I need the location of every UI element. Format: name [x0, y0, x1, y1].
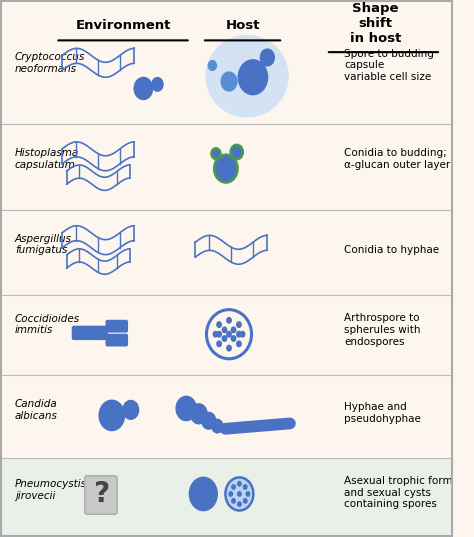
Text: Coccidioides
immitis: Coccidioides immitis — [15, 314, 80, 336]
Ellipse shape — [236, 321, 242, 328]
Text: Pneumocystis
jirovecii: Pneumocystis jirovecii — [15, 480, 87, 501]
Ellipse shape — [208, 60, 217, 71]
Ellipse shape — [226, 317, 232, 324]
Text: Hyphae and
pseudohyphae: Hyphae and pseudohyphae — [344, 402, 421, 424]
Ellipse shape — [228, 491, 233, 497]
Ellipse shape — [189, 476, 218, 511]
Ellipse shape — [190, 403, 208, 424]
Text: Host: Host — [225, 19, 260, 32]
FancyBboxPatch shape — [106, 320, 118, 332]
Text: Environment: Environment — [75, 19, 171, 32]
Ellipse shape — [237, 501, 242, 507]
Ellipse shape — [230, 145, 243, 159]
Ellipse shape — [216, 331, 222, 338]
Ellipse shape — [151, 77, 164, 92]
Ellipse shape — [201, 412, 217, 430]
FancyBboxPatch shape — [85, 476, 117, 514]
FancyBboxPatch shape — [94, 325, 108, 340]
Bar — [1, 2, 452, 458]
Ellipse shape — [216, 321, 222, 328]
Ellipse shape — [216, 340, 222, 347]
Text: Aspergillus
fumigatus: Aspergillus fumigatus — [15, 234, 72, 255]
Text: Spore to budding
capsule
variable cell size: Spore to budding capsule variable cell s… — [344, 49, 434, 82]
Text: Shape
shift
in host: Shape shift in host — [350, 3, 401, 46]
Ellipse shape — [226, 477, 254, 511]
Ellipse shape — [212, 331, 219, 338]
Text: ?: ? — [93, 481, 109, 509]
Ellipse shape — [237, 491, 242, 497]
Ellipse shape — [226, 345, 232, 352]
Text: Asexual trophic form
and sexual cysts
containing spores: Asexual trophic form and sexual cysts co… — [344, 476, 453, 510]
Ellipse shape — [205, 35, 289, 118]
Text: Cryptococcus
neoformans: Cryptococcus neoformans — [15, 52, 85, 74]
Ellipse shape — [221, 335, 228, 342]
Ellipse shape — [236, 340, 242, 347]
FancyBboxPatch shape — [116, 320, 128, 332]
Ellipse shape — [226, 331, 232, 338]
Ellipse shape — [214, 155, 237, 183]
Ellipse shape — [99, 400, 125, 431]
Ellipse shape — [246, 491, 250, 497]
Text: Conidia to hyphae: Conidia to hyphae — [344, 245, 439, 255]
Text: Arthrospore to
spherules with
endospores: Arthrospore to spherules with endospores — [344, 313, 420, 346]
Ellipse shape — [237, 481, 242, 487]
FancyBboxPatch shape — [72, 325, 85, 340]
Ellipse shape — [230, 335, 237, 342]
Ellipse shape — [231, 484, 236, 490]
Ellipse shape — [236, 331, 242, 338]
Ellipse shape — [122, 400, 139, 420]
FancyBboxPatch shape — [106, 333, 118, 346]
Ellipse shape — [231, 498, 236, 504]
Ellipse shape — [211, 148, 220, 159]
Ellipse shape — [260, 48, 275, 67]
Ellipse shape — [243, 498, 248, 504]
Ellipse shape — [211, 419, 224, 433]
Ellipse shape — [220, 71, 237, 92]
Ellipse shape — [175, 396, 197, 422]
Ellipse shape — [221, 326, 228, 333]
Text: Histoplasma
capsulatum: Histoplasma capsulatum — [15, 148, 79, 170]
Text: Conidia to budding;
α-glucan outer layer: Conidia to budding; α-glucan outer layer — [344, 148, 450, 170]
Text: Candida
albicans: Candida albicans — [15, 400, 58, 421]
Bar — [1, 458, 452, 535]
FancyBboxPatch shape — [116, 333, 128, 346]
FancyBboxPatch shape — [83, 325, 97, 340]
Ellipse shape — [134, 77, 153, 100]
Ellipse shape — [237, 59, 268, 96]
Ellipse shape — [243, 484, 248, 490]
Ellipse shape — [240, 331, 246, 338]
Ellipse shape — [230, 326, 237, 333]
